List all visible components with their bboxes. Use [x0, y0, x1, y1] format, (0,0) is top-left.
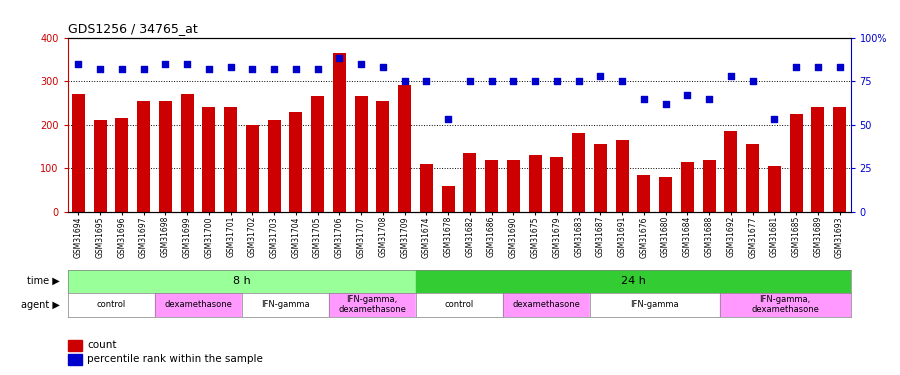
- Bar: [464, 153, 476, 212]
- Text: dexamethasone: dexamethasone: [512, 300, 580, 309]
- Point: [223, 64, 238, 70]
- Point: [593, 73, 608, 79]
- Text: IFN-gamma: IFN-gamma: [261, 300, 310, 309]
- Bar: [416, 292, 502, 317]
- Bar: [594, 144, 607, 212]
- Bar: [398, 86, 411, 212]
- Bar: [703, 160, 716, 212]
- Point: [636, 96, 651, 102]
- Text: percentile rank within the sample: percentile rank within the sample: [87, 354, 263, 364]
- Bar: [68, 354, 82, 364]
- Bar: [202, 107, 215, 212]
- Point: [93, 66, 107, 72]
- Bar: [502, 292, 590, 317]
- Bar: [137, 101, 150, 212]
- Text: GDS1256 / 34765_at: GDS1256 / 34765_at: [68, 22, 197, 35]
- Bar: [333, 53, 346, 212]
- Bar: [724, 131, 737, 212]
- Bar: [290, 112, 302, 212]
- Bar: [528, 155, 542, 212]
- Bar: [68, 270, 416, 292]
- Point: [528, 78, 543, 84]
- Point: [114, 66, 129, 72]
- Bar: [94, 120, 106, 212]
- Point: [724, 73, 738, 79]
- Bar: [812, 107, 824, 212]
- Bar: [311, 96, 324, 212]
- Bar: [115, 118, 129, 212]
- Bar: [328, 292, 416, 317]
- Text: control: control: [445, 300, 473, 309]
- Text: control: control: [96, 300, 126, 309]
- Bar: [224, 107, 237, 212]
- Bar: [155, 292, 241, 317]
- Bar: [68, 340, 82, 351]
- Point: [137, 66, 151, 72]
- Bar: [637, 175, 651, 212]
- Point: [832, 64, 847, 70]
- Bar: [419, 164, 433, 212]
- Point: [680, 92, 695, 98]
- Point: [267, 66, 282, 72]
- Point: [550, 78, 564, 84]
- Point: [419, 78, 434, 84]
- Point: [572, 78, 586, 84]
- Bar: [659, 177, 672, 212]
- Point: [245, 66, 259, 72]
- Bar: [416, 270, 850, 292]
- Point: [506, 78, 520, 84]
- Point: [375, 64, 390, 70]
- Bar: [72, 94, 85, 212]
- Point: [180, 61, 194, 67]
- Point: [202, 66, 216, 72]
- Text: dexamethasone: dexamethasone: [164, 300, 232, 309]
- Point: [332, 56, 347, 62]
- Point: [615, 78, 629, 84]
- Point: [354, 61, 368, 67]
- Text: time ▶: time ▶: [27, 276, 59, 286]
- Bar: [616, 140, 629, 212]
- Bar: [159, 101, 172, 212]
- Text: IFN-gamma,
dexamethasone: IFN-gamma, dexamethasone: [752, 295, 819, 314]
- Bar: [746, 144, 760, 212]
- Point: [71, 61, 86, 67]
- Point: [702, 96, 716, 102]
- Bar: [550, 158, 563, 212]
- Bar: [768, 166, 781, 212]
- Bar: [720, 292, 850, 317]
- Text: IFN-gamma,
dexamethasone: IFN-gamma, dexamethasone: [338, 295, 406, 314]
- Point: [158, 61, 173, 67]
- Text: 8 h: 8 h: [232, 276, 250, 286]
- Point: [811, 64, 825, 70]
- Text: 24 h: 24 h: [621, 276, 645, 286]
- Point: [659, 101, 673, 107]
- Point: [789, 64, 804, 70]
- Bar: [833, 107, 846, 212]
- Text: count: count: [87, 340, 117, 350]
- Bar: [442, 186, 454, 212]
- Text: agent ▶: agent ▶: [21, 300, 59, 310]
- Point: [310, 66, 325, 72]
- Point: [463, 78, 477, 84]
- Point: [767, 117, 781, 123]
- Bar: [355, 96, 367, 212]
- Bar: [181, 94, 194, 212]
- Text: IFN-gamma: IFN-gamma: [630, 300, 680, 309]
- Point: [441, 117, 455, 123]
- Bar: [68, 292, 155, 317]
- Bar: [590, 292, 720, 317]
- Point: [484, 78, 499, 84]
- Bar: [572, 134, 585, 212]
- Point: [745, 78, 760, 84]
- Bar: [681, 162, 694, 212]
- Point: [289, 66, 303, 72]
- Bar: [246, 124, 259, 212]
- Bar: [789, 114, 803, 212]
- Bar: [267, 120, 281, 212]
- Bar: [485, 160, 499, 212]
- Bar: [376, 101, 390, 212]
- Bar: [241, 292, 328, 317]
- Bar: [507, 160, 520, 212]
- Point: [398, 78, 412, 84]
